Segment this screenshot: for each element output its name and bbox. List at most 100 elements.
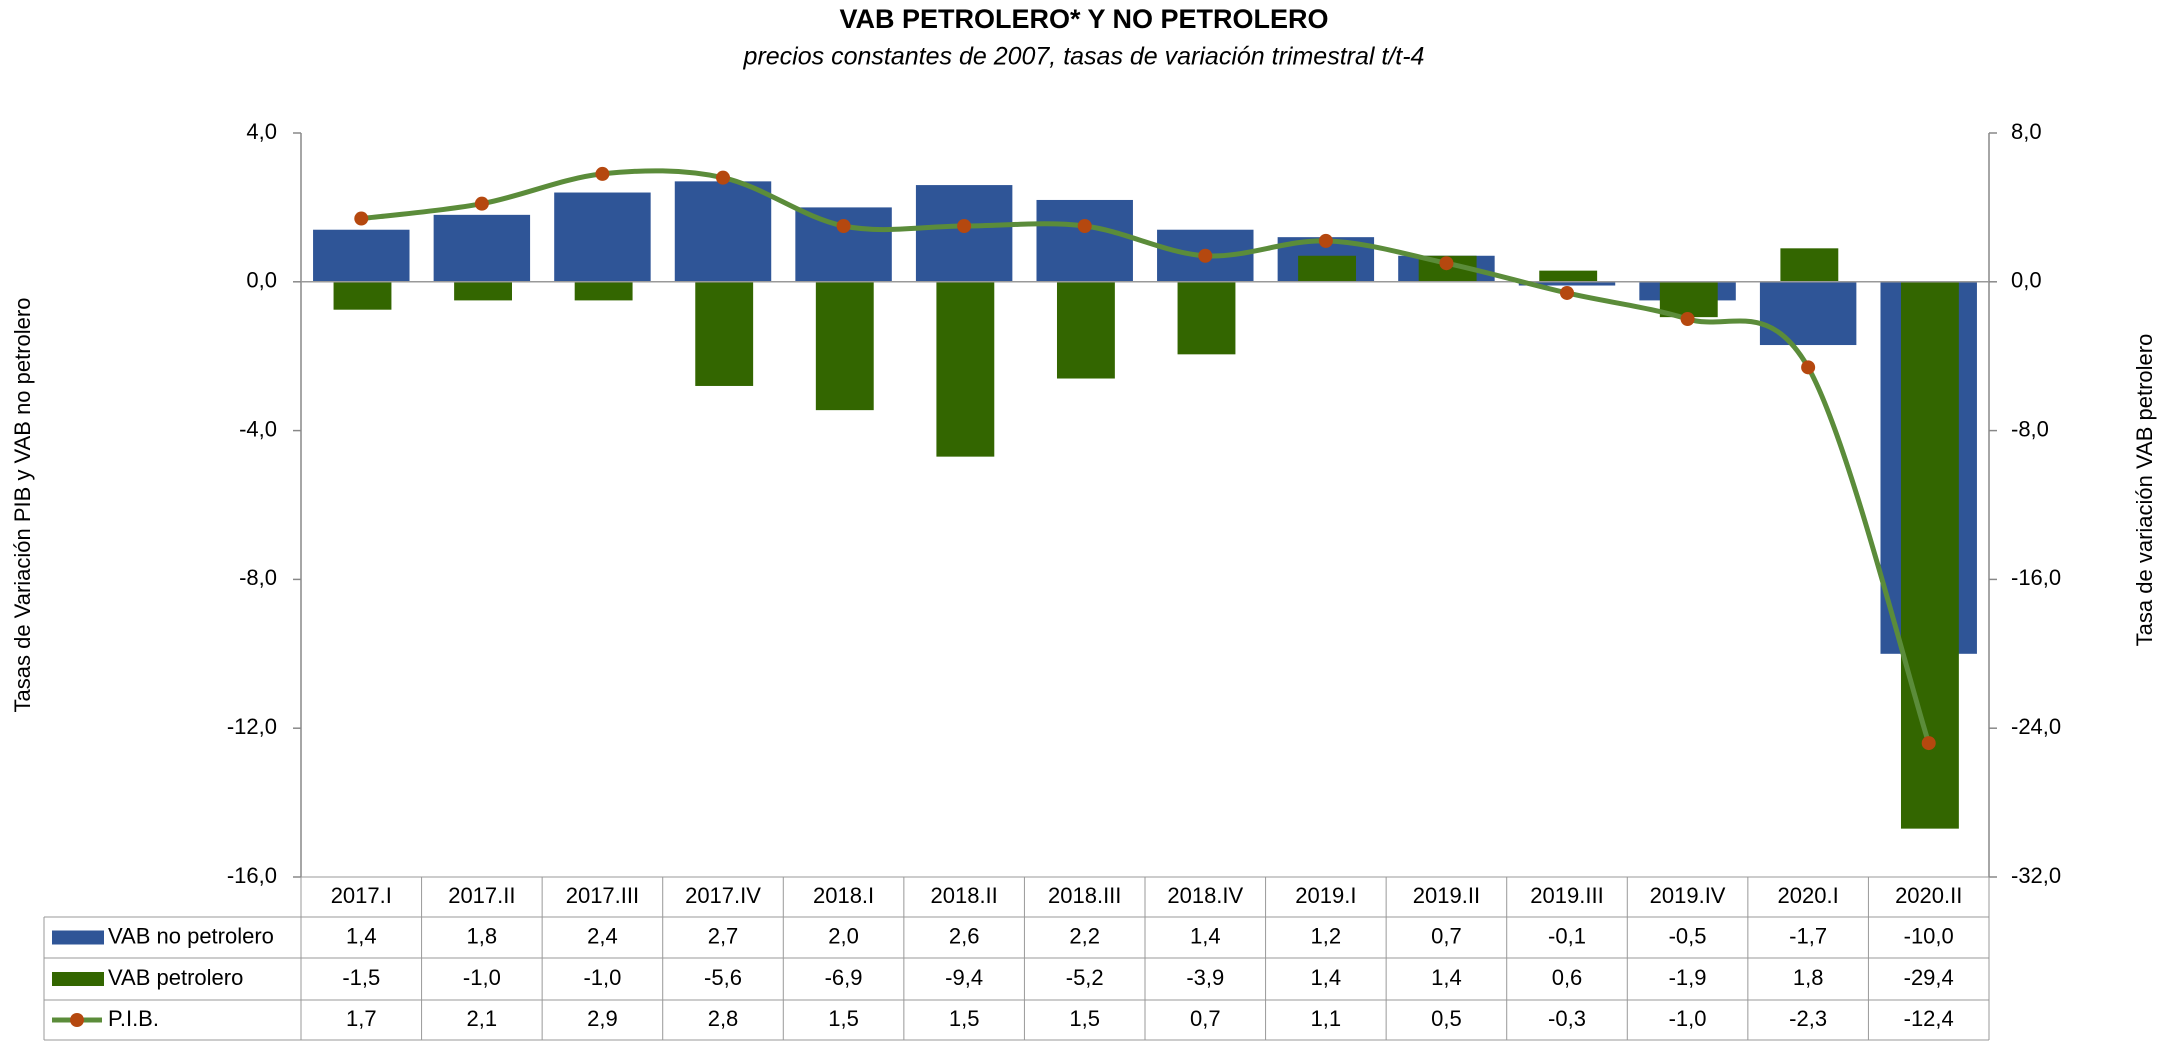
bar [815, 281, 874, 411]
y-axis-title: Tasas de Variación PIB y VAB no petroler… [10, 298, 35, 713]
line-marker [836, 219, 851, 233]
table-value: 0,7 [1190, 1006, 1221, 1031]
table-value: -0,1 [1548, 923, 1586, 948]
y-tick-label: -16,0 [227, 863, 277, 888]
bar [1539, 270, 1598, 282]
table-value: -3,9 [1186, 965, 1224, 990]
line-marker [716, 170, 730, 185]
y2-tick-label: 0,0 [2011, 268, 2042, 293]
bar [1177, 281, 1236, 355]
x-tick-label: 2017.III [566, 883, 639, 908]
table-value: -1,5 [342, 965, 380, 990]
table-value: -1,0 [583, 965, 621, 990]
table-value: 1,4 [1311, 965, 1342, 990]
y2-tick-label: -32,0 [2011, 863, 2061, 888]
table-value: 0,6 [1552, 965, 1583, 990]
table-value: -10,0 [1904, 923, 1954, 948]
line-marker [1560, 285, 1574, 300]
table-value: -1,0 [1669, 1006, 1707, 1031]
bar [1780, 248, 1839, 282]
x-tick-label: 2020.II [1895, 883, 1962, 908]
bar [574, 281, 633, 301]
chart-subtitle: precios constantes de 2007, tasas de var… [743, 43, 1425, 71]
x-tick-label: 2019.III [1530, 883, 1603, 908]
table-value: 2,8 [708, 1006, 739, 1031]
table-value: 1,4 [346, 923, 377, 948]
line-marker [957, 219, 972, 233]
x-tick-label: 2019.II [1413, 883, 1480, 908]
x-tick-label: 2017.IV [685, 883, 761, 908]
x-tick-label: 2019.IV [1650, 883, 1726, 908]
line-marker [1801, 360, 1816, 375]
table-value: 1,8 [1793, 965, 1824, 990]
table-value: 1,4 [1431, 965, 1462, 990]
table-value: -29,4 [1904, 965, 1954, 990]
bar [936, 281, 995, 457]
bar [1036, 199, 1133, 282]
y2-tick-label: -8,0 [2011, 416, 2049, 441]
x-tick-label: 2018.I [813, 883, 874, 908]
table-value: 2,2 [1069, 923, 1100, 948]
line-marker [1077, 219, 1092, 233]
legend-swatch [70, 1013, 84, 1027]
x-tick-label: 2017.II [448, 883, 515, 908]
bar [1298, 255, 1356, 282]
table-value: 1,1 [1311, 1006, 1342, 1031]
x-tick-label: 2018.IV [1167, 883, 1243, 908]
y-tick-label: -8,0 [239, 565, 277, 590]
table-value: 1,5 [1069, 1006, 1100, 1031]
line-marker [354, 211, 369, 226]
y-tick-label: 0,0 [246, 268, 277, 293]
table-value: 0,7 [1431, 923, 1462, 948]
bar [674, 181, 772, 282]
y-tick-label: -4,0 [239, 416, 277, 441]
bar [554, 192, 651, 282]
table-value: 1,5 [828, 1006, 859, 1031]
legend-label: VAB petrolero [108, 965, 243, 990]
table-value: -1,0 [463, 965, 501, 990]
line-marker [1198, 248, 1213, 263]
table-value: 1,7 [346, 1006, 377, 1031]
table-value: -0,5 [1669, 923, 1707, 948]
x-tick-label: 2017.I [331, 883, 392, 908]
table-value: 2,7 [708, 923, 739, 948]
table-value: -2,3 [1789, 1006, 1827, 1031]
table-value: -12,4 [1904, 1006, 1954, 1031]
bar [1759, 281, 1857, 346]
table-value: 2,4 [587, 923, 618, 948]
x-tick-label: 2019.I [1295, 883, 1356, 908]
legend-swatch [52, 930, 104, 945]
x-tick-label: 2018.III [1048, 883, 1121, 908]
y2-tick-label: 8,0 [2011, 119, 2042, 144]
bar [795, 207, 892, 282]
y2-tick-label: -24,0 [2011, 714, 2061, 739]
table-value: 1,8 [467, 923, 498, 948]
y-tick-label: 4,0 [246, 119, 277, 144]
y2-axis-title: Tasa de variación VAB petrolero [2132, 334, 2157, 647]
table-value: 2,0 [828, 923, 859, 948]
bar [695, 281, 754, 386]
legend-label: VAB no petrolero [108, 923, 274, 948]
table-value: 1,2 [1311, 923, 1342, 948]
line-marker [595, 166, 610, 181]
bar [433, 214, 531, 282]
table-value: 1,5 [949, 1006, 980, 1031]
table-value: 2,6 [949, 923, 980, 948]
bar [454, 281, 512, 301]
line-marker [474, 196, 489, 211]
table-value: 1,4 [1190, 923, 1221, 948]
y2-tick-label: -16,0 [2011, 565, 2061, 590]
table-value: -9,4 [945, 965, 983, 990]
line-marker [1318, 233, 1333, 248]
table-value: -5,2 [1066, 965, 1104, 990]
line-marker [1439, 256, 1454, 271]
bar [1518, 281, 1616, 286]
x-tick-label: 2020.I [1778, 883, 1839, 908]
bar [313, 229, 410, 282]
line-marker [1680, 312, 1695, 326]
table-value: -6,9 [825, 965, 863, 990]
bar [1659, 281, 1718, 318]
line-marker [1921, 736, 1936, 751]
